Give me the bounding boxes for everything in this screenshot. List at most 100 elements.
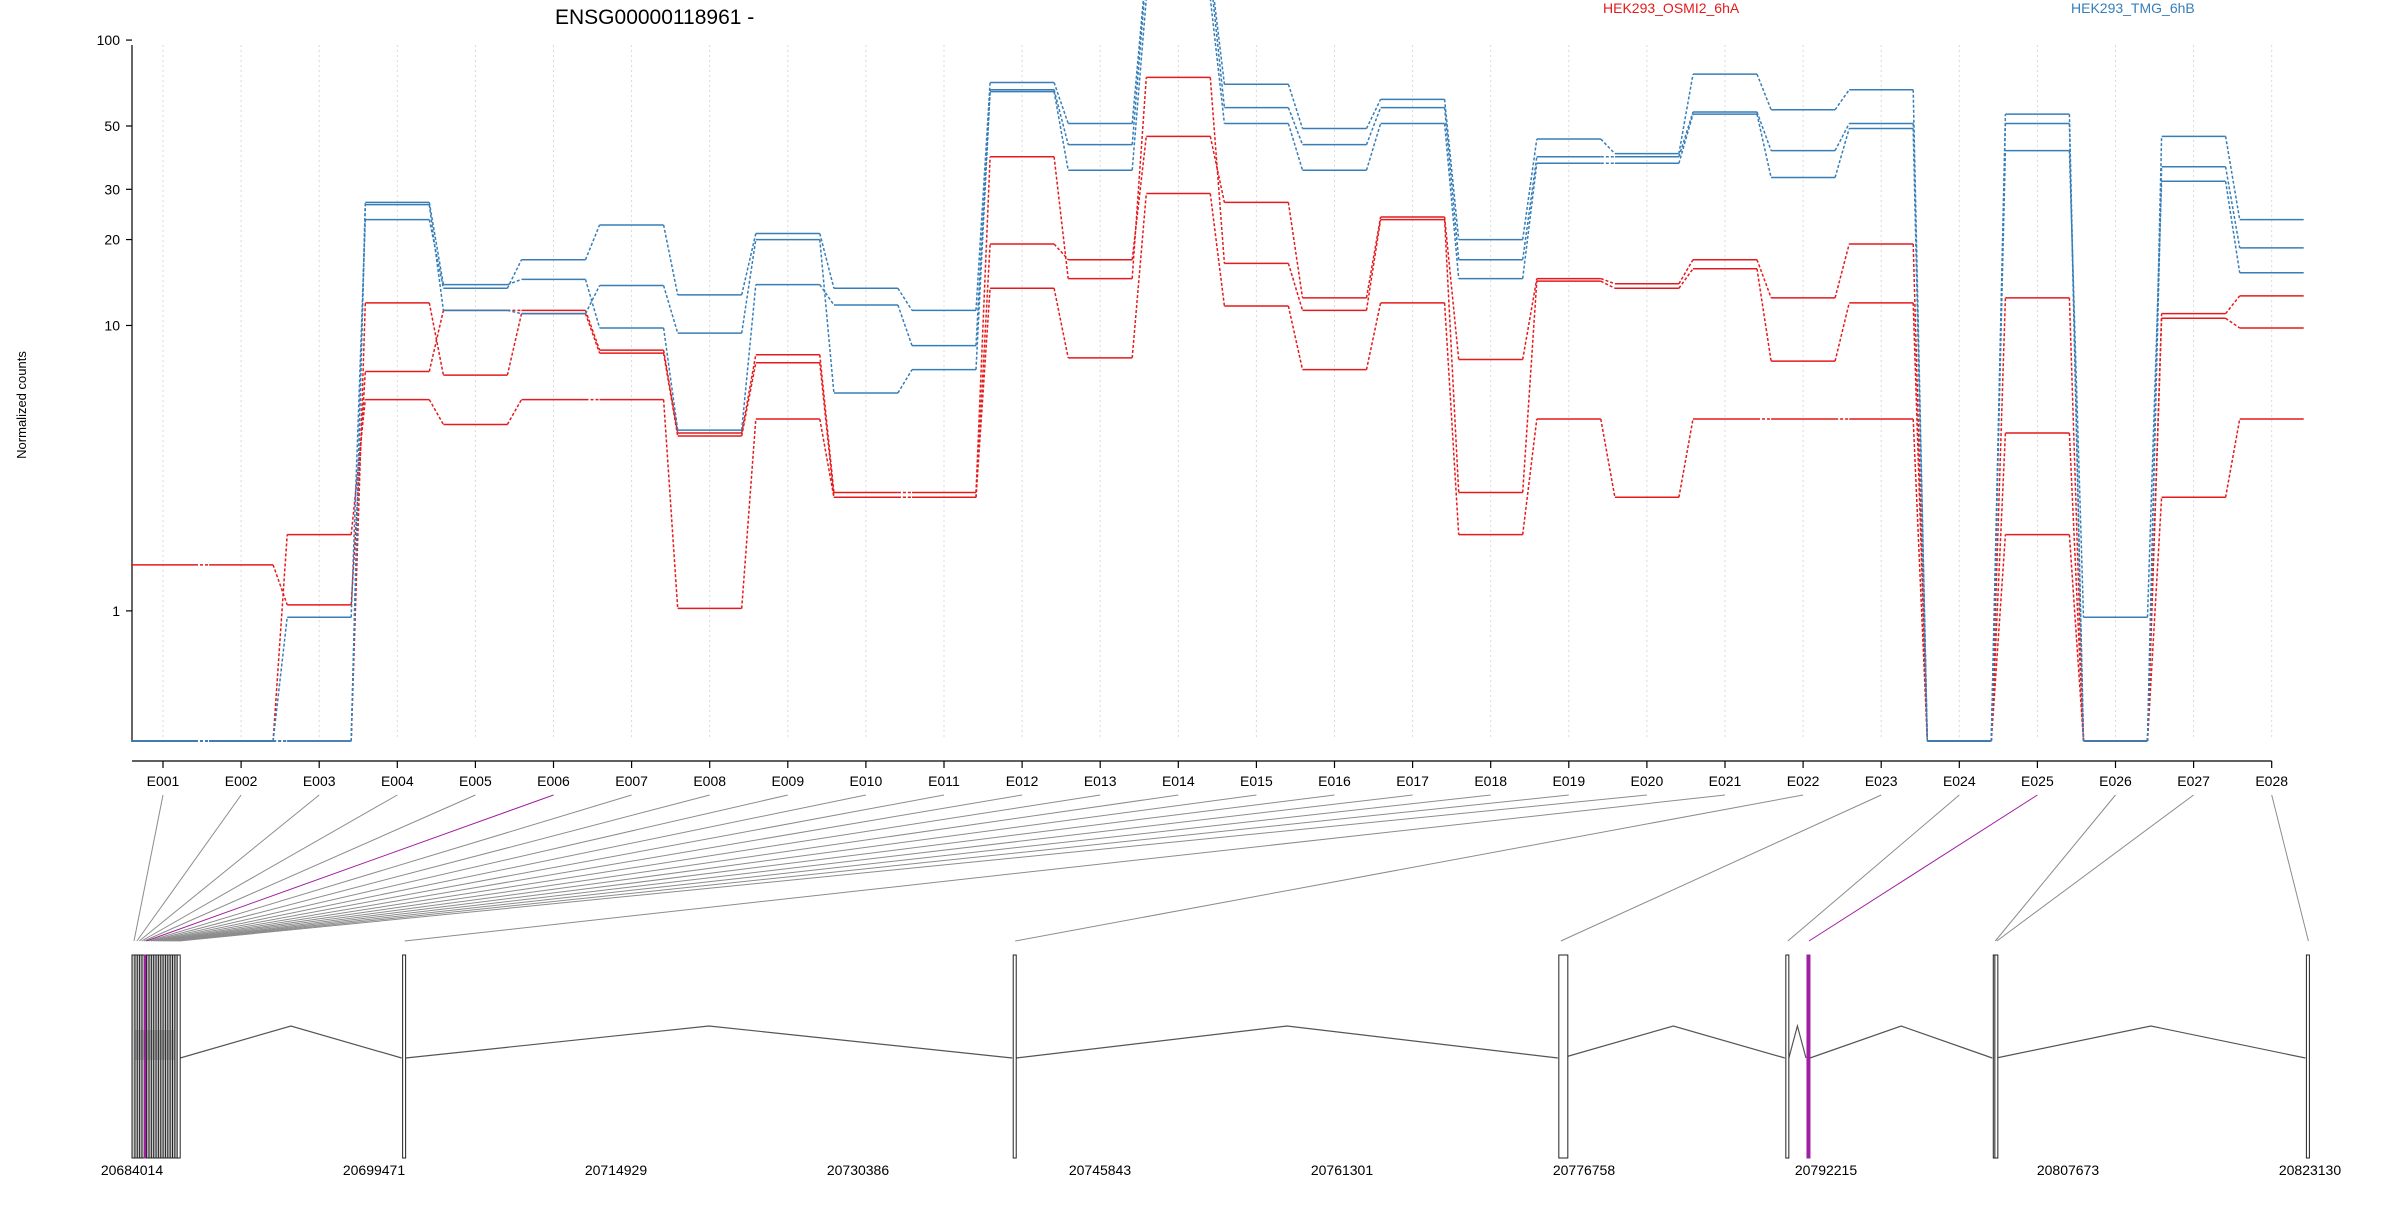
series-connector — [428, 202, 445, 285]
x-tick-label: E010 — [850, 773, 883, 789]
exon-connector — [148, 794, 632, 942]
series-connector — [975, 156, 991, 493]
x-tick-label: E019 — [1552, 773, 1585, 789]
series-connector — [2146, 181, 2163, 618]
series-connector — [1212, 0, 1226, 108]
series-connector — [740, 362, 757, 437]
series-connector — [1209, 193, 1226, 307]
x-tick-label: E011 — [928, 773, 960, 789]
series-connector — [2068, 534, 2085, 742]
series-connector — [662, 285, 679, 334]
exon-connector — [160, 794, 1023, 942]
x-tick-label: E009 — [771, 773, 804, 789]
genomic-tick-label: 20776758 — [1553, 1162, 1616, 1178]
x-tick-label: E004 — [381, 773, 414, 789]
series-connector — [662, 349, 679, 434]
exon-connector — [155, 794, 867, 942]
exon-connector — [153, 794, 788, 942]
y-tick-label: 50 — [104, 118, 120, 134]
exon-box — [2305, 954, 2310, 1159]
series-connector — [1131, 136, 1148, 260]
x-tick-label: E022 — [1787, 773, 1820, 789]
series-connector — [1600, 277, 1616, 285]
series-layer — [131, 0, 2304, 742]
series-connector — [1209, 77, 1226, 264]
series-1 — [131, 135, 2304, 742]
series-connector — [740, 233, 757, 296]
series-connector — [1053, 156, 1069, 279]
exon-connector — [404, 794, 1726, 942]
exon-connector — [1996, 794, 2194, 942]
series-connector — [740, 284, 757, 431]
x-tick-label: E007 — [615, 773, 648, 789]
series-connector — [506, 313, 523, 376]
series-connector — [584, 310, 601, 351]
intron-line — [180, 1025, 402, 1059]
series-connector — [1678, 418, 1694, 498]
series-connector — [1443, 107, 1460, 260]
series-connector — [819, 239, 835, 394]
series-connector — [1834, 89, 1850, 111]
exon-connector — [176, 794, 1569, 942]
series-connector — [819, 284, 835, 306]
series-connector — [819, 418, 835, 498]
series-connector — [1287, 84, 1304, 129]
series-connector — [1365, 302, 1382, 370]
exon-connector — [1994, 794, 2116, 942]
series-connector — [740, 239, 757, 334]
exon-connector — [174, 794, 1491, 942]
series-connector — [662, 224, 679, 296]
series-connector — [1678, 113, 1694, 164]
x-tick-label: E012 — [1006, 773, 1039, 789]
series-connector — [1912, 302, 1929, 742]
series-connector — [1756, 114, 1772, 178]
series-connector — [1131, 77, 1148, 279]
series-connector — [506, 399, 523, 425]
x-tick-label: E005 — [459, 773, 492, 789]
series-connector — [819, 233, 835, 289]
exon-connector — [179, 794, 1647, 942]
x-tick-label: E013 — [1084, 773, 1117, 789]
series-connector — [1131, 193, 1148, 358]
series-connector — [1287, 123, 1304, 171]
series-connector — [975, 243, 991, 498]
series-connector — [1912, 243, 1929, 742]
y-tick-label: 10 — [104, 317, 120, 333]
intron-line — [1788, 1023, 1807, 1059]
x-tick-label: E023 — [1865, 773, 1898, 789]
connector-layer — [133, 794, 2309, 942]
x-tick-label: E015 — [1240, 773, 1273, 789]
series-connector — [1443, 302, 1460, 535]
exon-box — [1994, 954, 1999, 1159]
series-connector — [1521, 418, 1538, 535]
exon-connector — [138, 794, 320, 942]
series-connector — [1287, 305, 1304, 370]
x-tick-label: E014 — [1162, 773, 1195, 789]
series-connector — [1053, 82, 1069, 124]
series-connector — [2146, 313, 2163, 742]
intron-line — [1996, 1025, 2306, 1059]
series-connector — [428, 399, 445, 425]
series-connector — [1209, 136, 1226, 203]
series-connector — [584, 285, 601, 314]
exon-box — [402, 954, 407, 1159]
exon-connector — [1560, 794, 1882, 942]
series-connector — [1521, 138, 1538, 240]
series-connector — [1287, 263, 1304, 311]
series-connector — [1912, 128, 1929, 742]
intron-line — [405, 1025, 1013, 1059]
x-tick-label: E017 — [1396, 773, 1429, 789]
exon-box — [1558, 954, 1569, 1159]
series-connector — [584, 313, 601, 354]
exon-connector — [141, 794, 398, 942]
series-connector — [740, 419, 757, 609]
series-connector — [1131, 0, 1147, 171]
series-connector — [1443, 216, 1460, 360]
series-connector — [662, 399, 679, 609]
series-connector — [1131, 0, 1145, 124]
series-connector — [2146, 497, 2163, 742]
series-connector — [1365, 99, 1382, 129]
x-tick-label: E028 — [2255, 773, 2288, 789]
genomic-tick-label: 20714929 — [585, 1162, 648, 1178]
